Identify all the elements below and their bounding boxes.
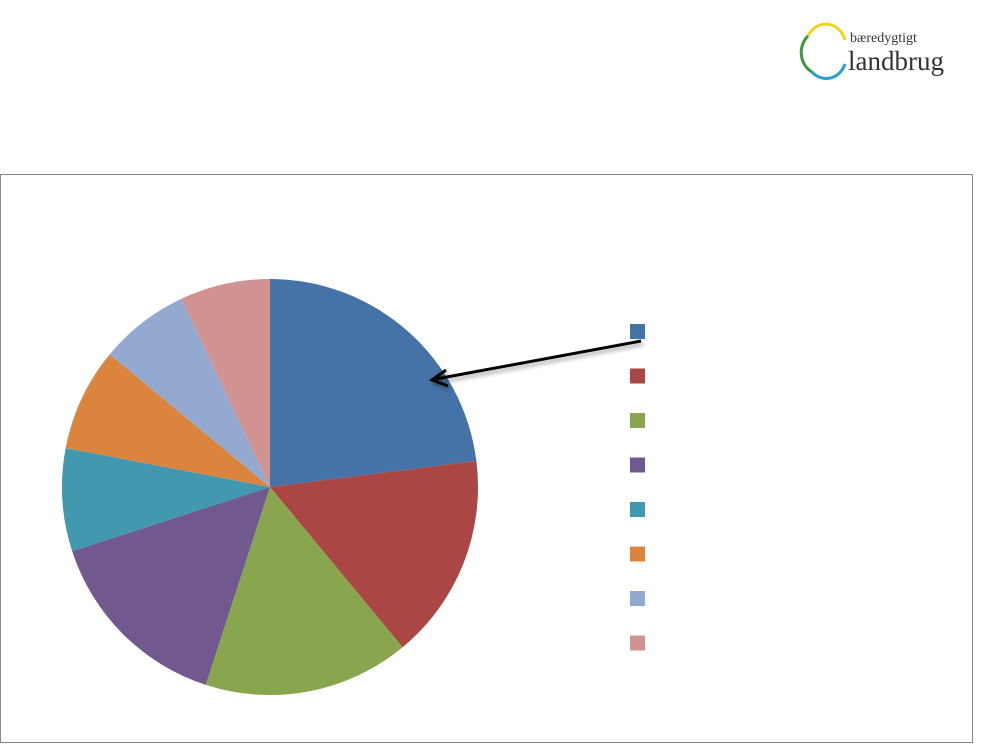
pie-slice	[61, 448, 270, 552]
legend-swatch	[630, 324, 645, 339]
pie-slice	[270, 279, 477, 487]
legend-swatch	[630, 413, 645, 428]
logo-bottom-text: landbrug	[848, 46, 944, 76]
legend-swatch	[630, 546, 645, 562]
pie-slice	[109, 298, 270, 487]
logo-arc-yellow	[806, 22, 847, 41]
arrow-head	[428, 368, 449, 388]
legend-swatch	[630, 591, 645, 606]
logo-arc-blue	[810, 63, 847, 80]
logo: bæredygtigt landbrug	[799, 22, 944, 80]
pie	[61, 279, 478, 695]
legend	[630, 324, 645, 651]
chart-frame	[0, 174, 973, 743]
arrow-line	[435, 339, 642, 381]
legend-swatch	[630, 457, 645, 473]
arrow	[428, 339, 642, 388]
pie-slice	[65, 354, 270, 487]
pie-slice	[270, 460, 478, 648]
pie-slice	[72, 487, 271, 685]
legend-swatch	[630, 502, 645, 517]
legend-swatch	[630, 368, 645, 384]
legend-swatch	[630, 635, 645, 651]
logo-top-text: bæredygtigt	[850, 31, 917, 46]
pie-slice	[181, 279, 270, 487]
logo-arc-green	[799, 34, 813, 74]
pie-slice	[205, 487, 403, 695]
